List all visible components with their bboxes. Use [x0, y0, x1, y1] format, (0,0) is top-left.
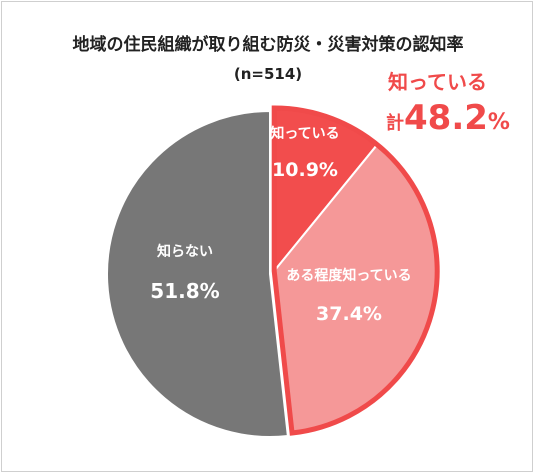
know-total-outline: [271, 105, 440, 436]
slice-label-dont-know: 知らない: [157, 243, 213, 260]
chart-title: 地域の住民組織が取り組む防災・災害対策の認知率: [72, 35, 464, 55]
slice-label-somewhat-know: ある程度知っている: [286, 267, 411, 284]
callout-total: 計48.2%: [386, 98, 510, 138]
slice-label-know: 知っている: [270, 125, 339, 142]
slice-value-somewhat-know: 37.4%: [316, 303, 382, 325]
callout-label: 知っている: [388, 70, 487, 94]
slice-value-know: 10.9%: [272, 159, 338, 181]
slice-value-dont-know: 51.8%: [150, 279, 219, 303]
callout-value: 48.2: [404, 98, 488, 138]
callout-unit: %: [487, 110, 510, 135]
chart-subtitle: (n=514): [233, 65, 303, 83]
slice-dont-know: [106, 109, 289, 438]
callout-prefix: 計: [386, 113, 404, 134]
